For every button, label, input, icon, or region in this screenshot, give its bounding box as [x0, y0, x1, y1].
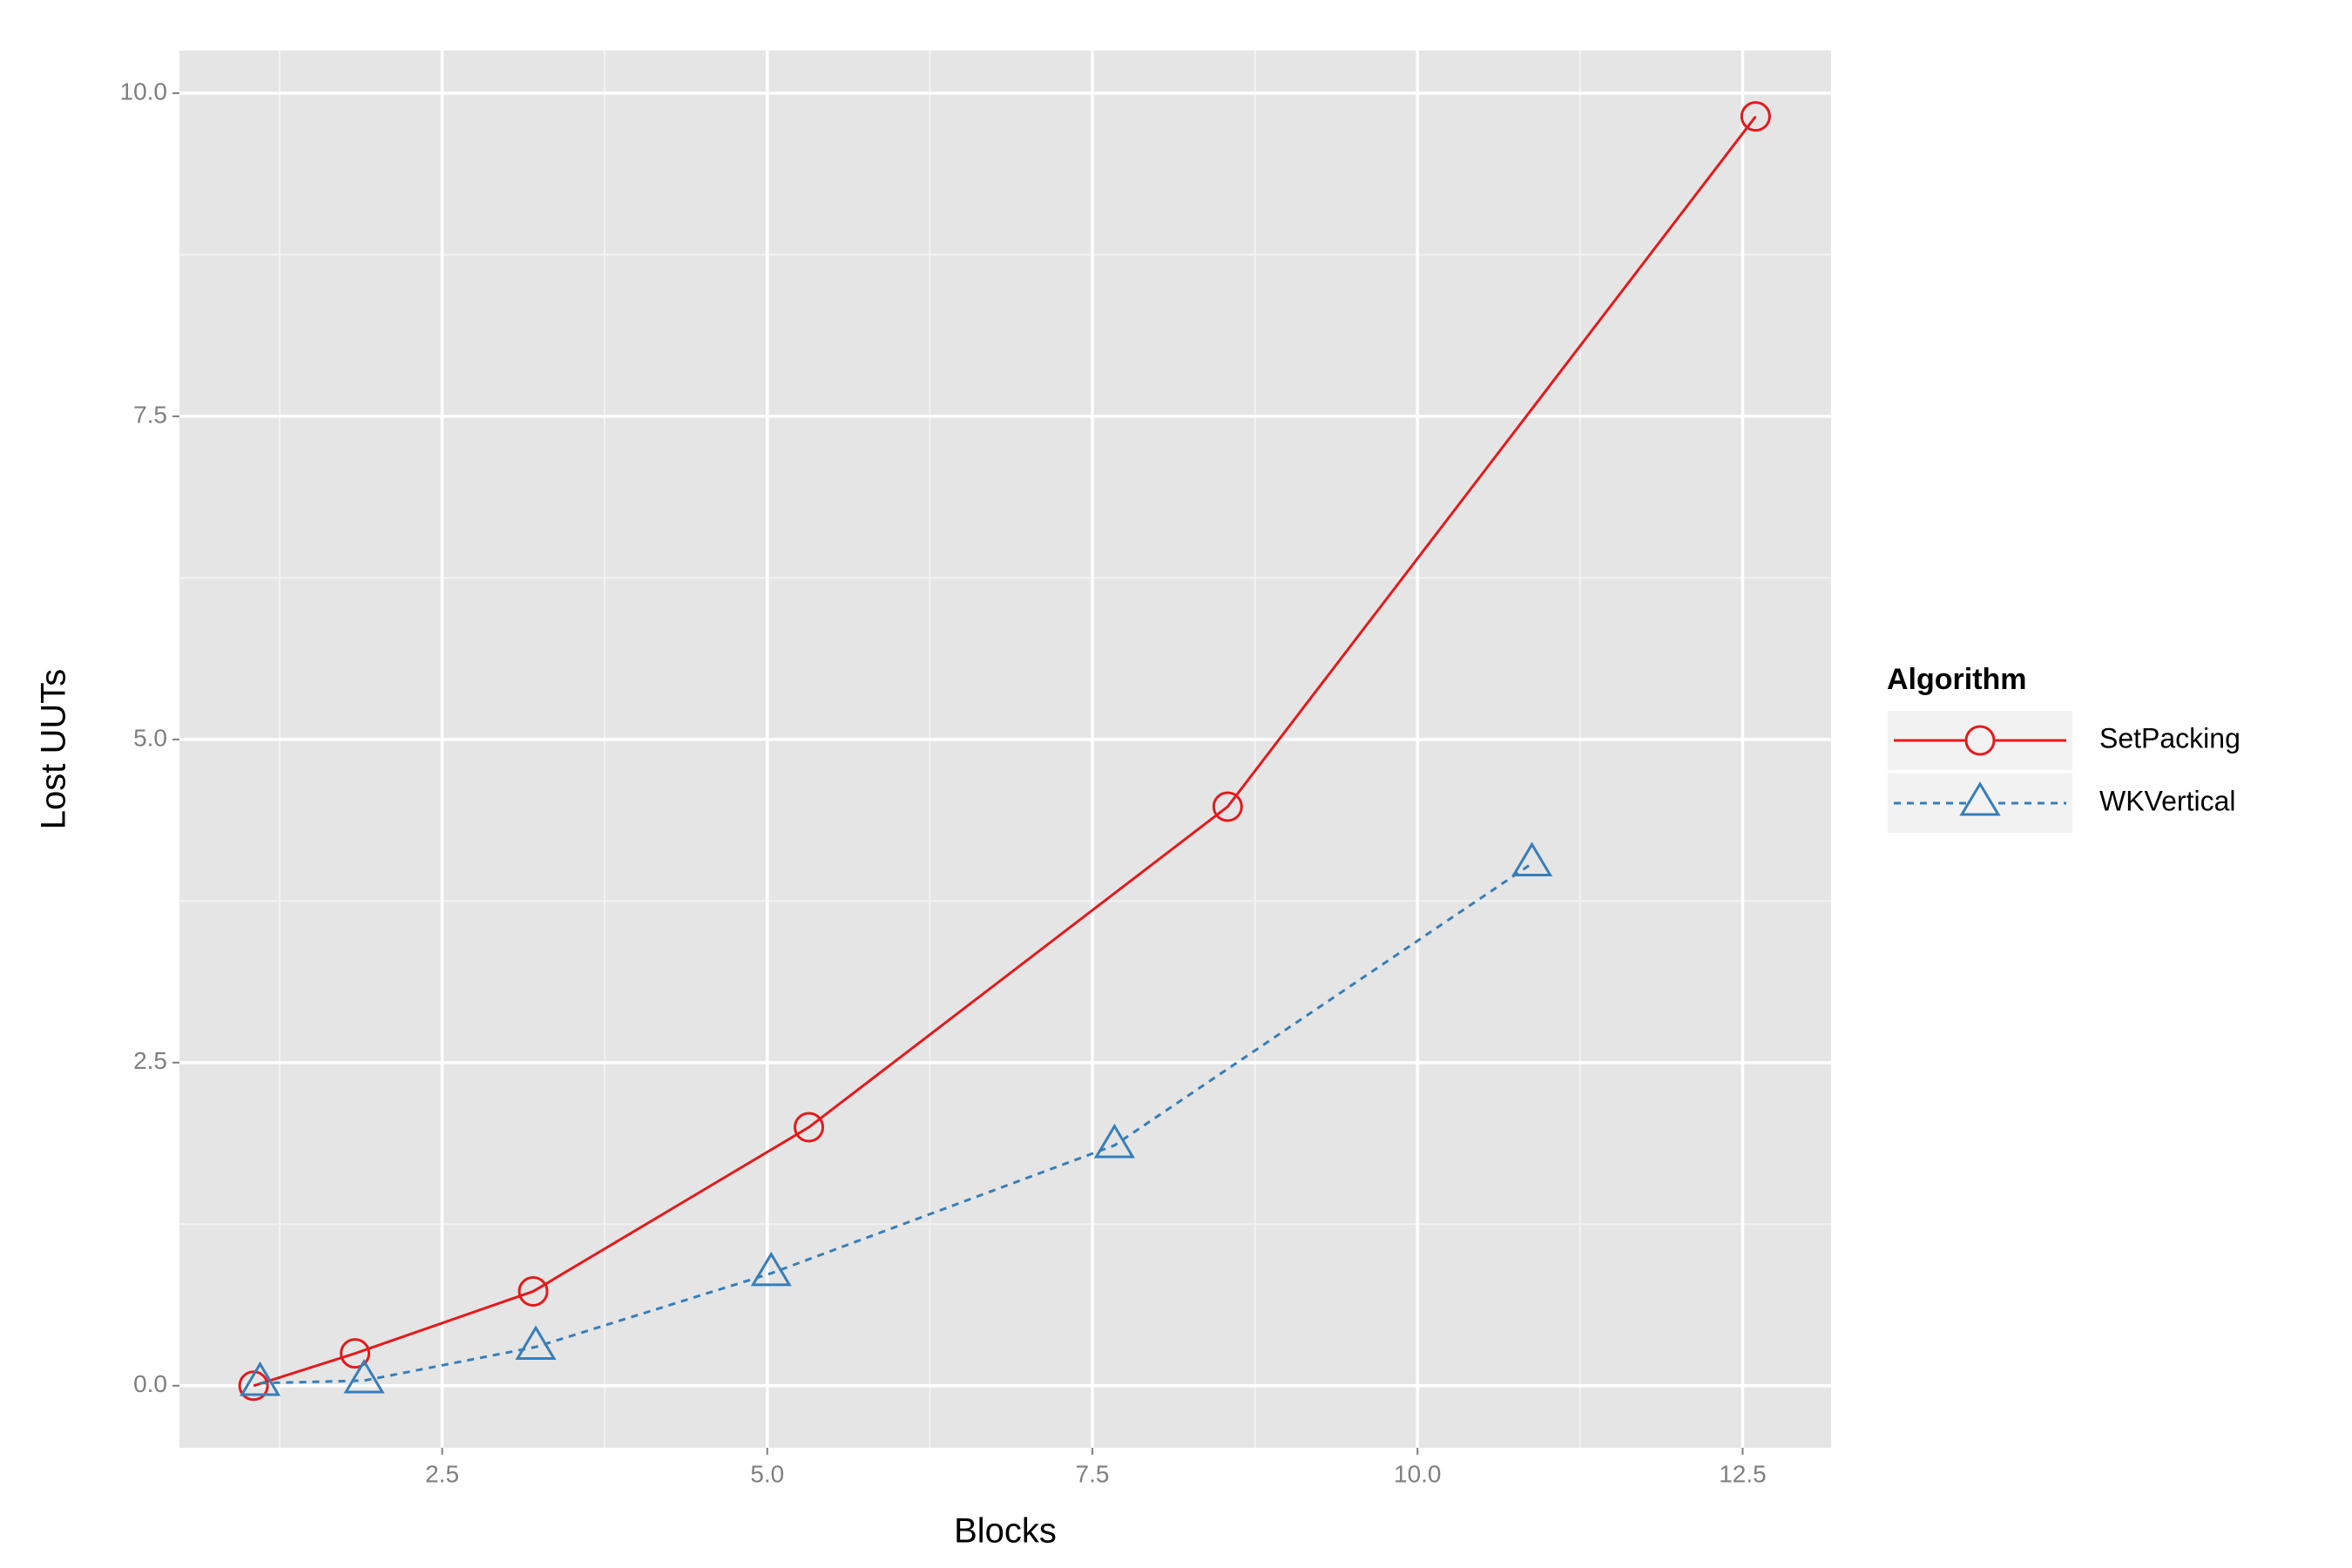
- marker: [1212, 791, 1243, 822]
- marker: [750, 1251, 792, 1287]
- marker: [340, 1338, 371, 1369]
- x-tick-label: 10.0: [1394, 1460, 1442, 1487]
- marker: [517, 1275, 549, 1307]
- y-tick-label: 2.5: [133, 1047, 167, 1074]
- x-axis-title: Blocks: [954, 1512, 1057, 1551]
- marker: [343, 1358, 385, 1394]
- marker: [238, 1370, 269, 1402]
- y-tick-label: 10.0: [120, 78, 168, 105]
- y-axis-title: Lost UUTs: [35, 669, 73, 830]
- y-tick-label: 7.5: [133, 401, 167, 428]
- legend-title: Algorithm: [1887, 663, 2027, 696]
- x-tick-label: 12.5: [1719, 1460, 1767, 1487]
- marker: [1511, 841, 1553, 877]
- marker: [1093, 1123, 1135, 1159]
- legend-marker: [1964, 725, 1996, 756]
- y-tick-label: 5.0: [133, 724, 167, 751]
- x-tick-label: 2.5: [425, 1460, 459, 1487]
- x-tick-label: 5.0: [750, 1460, 784, 1487]
- legend-marker: [1959, 781, 2001, 816]
- legend-label: SetPacking: [2099, 722, 2240, 754]
- x-tick-label: 7.5: [1076, 1460, 1110, 1487]
- marker: [1740, 101, 1771, 132]
- marker: [794, 1112, 825, 1143]
- marker: [240, 1361, 281, 1396]
- marker: [515, 1325, 557, 1360]
- y-tick-label: 0.0: [133, 1370, 167, 1397]
- legend-label: WKVertical: [2099, 785, 2235, 816]
- series-line: [253, 115, 1757, 1388]
- plot-panel: [179, 51, 1831, 1448]
